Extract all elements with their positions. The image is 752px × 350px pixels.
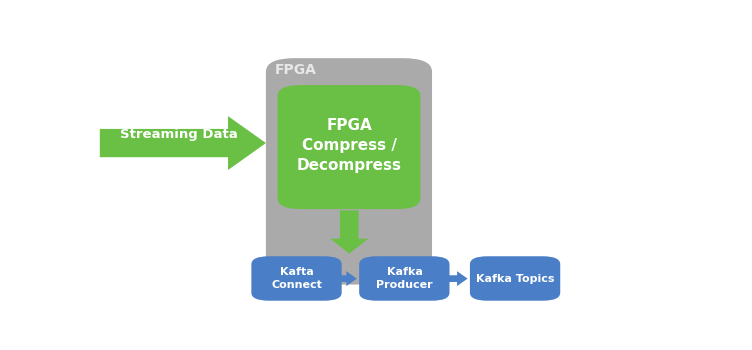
FancyBboxPatch shape <box>277 85 420 209</box>
Polygon shape <box>330 210 368 253</box>
Text: Kafka
Producer: Kafka Producer <box>376 267 433 290</box>
Text: Kafka Topics: Kafka Topics <box>476 274 555 284</box>
FancyBboxPatch shape <box>359 256 450 301</box>
Polygon shape <box>335 271 357 286</box>
FancyBboxPatch shape <box>470 256 560 301</box>
Polygon shape <box>445 271 468 286</box>
Text: FPGA
Compress /
Decompress: FPGA Compress / Decompress <box>297 118 402 173</box>
FancyBboxPatch shape <box>251 256 341 301</box>
Text: Streaming Data: Streaming Data <box>120 128 238 141</box>
Text: FPGA: FPGA <box>274 63 317 77</box>
Text: Kafta
Connect: Kafta Connect <box>271 267 323 290</box>
FancyBboxPatch shape <box>266 58 432 285</box>
Polygon shape <box>100 116 266 170</box>
